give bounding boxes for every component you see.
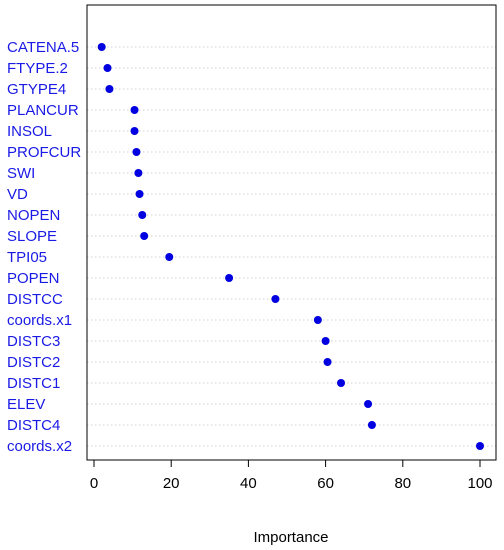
data-point (321, 337, 330, 345)
data-point (225, 274, 234, 282)
data-point (105, 85, 114, 93)
x-tick-label: 60 (317, 475, 334, 492)
data-point (337, 379, 346, 387)
data-point (476, 442, 484, 450)
category-label: ELEV (7, 396, 45, 413)
category-label: SLOPE (7, 228, 57, 245)
category-label: DISTC2 (7, 354, 60, 371)
data-point (165, 253, 174, 261)
grid-layer (87, 46, 496, 447)
data-point (130, 127, 139, 135)
x-axis: 0 20 40 60 80 100 (90, 460, 493, 492)
x-tick-label: 40 (240, 475, 257, 492)
category-labels: CATENA.5 FTYPE.2 GTYPE4 PLANCUR INSOL PROFCUR… (7, 39, 81, 455)
data-point (103, 64, 112, 72)
category-label: DISTC3 (7, 333, 60, 350)
data-point (323, 358, 332, 366)
x-tick-label: 0 (90, 475, 98, 492)
category-label: PLANCUR (7, 102, 79, 119)
data-points (97, 43, 484, 450)
category-label: POPEN (7, 270, 60, 287)
data-point (132, 148, 141, 156)
data-point (367, 421, 376, 429)
data-point (364, 400, 373, 408)
category-label: FTYPE.2 (7, 60, 68, 77)
category-label: NOPEN (7, 207, 60, 224)
data-point (138, 211, 147, 219)
data-point (135, 190, 144, 198)
category-label: INSOL (7, 123, 52, 140)
data-point (97, 43, 106, 51)
data-point (271, 295, 280, 303)
x-tick-label: 80 (394, 475, 411, 492)
category-label: DISTC4 (7, 417, 60, 434)
category-label: SWI (7, 165, 35, 182)
category-label: CATENA.5 (7, 39, 79, 56)
data-point (313, 316, 322, 324)
x-tick-label: 20 (163, 475, 180, 492)
category-label: DISTC1 (7, 375, 60, 392)
category-label: TPI05 (7, 249, 47, 266)
category-label: GTYPE4 (7, 81, 66, 98)
category-label: coords.x2 (7, 438, 72, 455)
data-point (140, 232, 149, 240)
category-label: PROFCUR (7, 144, 81, 161)
category-label: DISTCC (7, 291, 63, 308)
data-point (134, 169, 143, 177)
x-tick-label: 100 (467, 475, 492, 492)
plot-frame (86, 4, 497, 461)
data-point (130, 106, 139, 114)
x-axis-title: Importance (253, 529, 328, 546)
category-label: coords.x1 (7, 312, 72, 329)
category-label: VD (7, 186, 28, 203)
